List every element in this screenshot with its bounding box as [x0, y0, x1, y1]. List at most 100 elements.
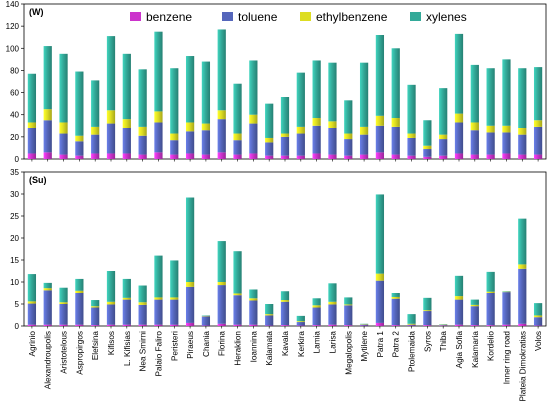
bar-ethylbenzene-w-16 — [280, 133, 290, 137]
bar-benzene-w-4 — [91, 153, 100, 159]
bar-xylenes-su-7 — [138, 285, 147, 303]
bar-toluene-su-15 — [265, 315, 274, 326]
bar-benzene-w-14 — [249, 153, 258, 159]
bar-xylenes-w-27 — [454, 33, 464, 114]
x-category-label: Chania — [202, 331, 211, 357]
bar-toluene-su-30 — [502, 292, 511, 325]
bar-benzene-w-22 — [375, 152, 385, 159]
bar-benzene-su-4 — [91, 325, 100, 326]
bar-ethylbenzene-su-22 — [375, 273, 385, 281]
bar-ethylbenzene-su-28 — [470, 304, 479, 307]
legend-label-benzene: benzene — [146, 10, 192, 24]
bar-benzene-w-28 — [470, 154, 479, 159]
bar-xylenes-w-18 — [312, 60, 321, 119]
bar-ethylbenzene-w-32 — [533, 120, 543, 127]
bar-toluene-w-16 — [280, 136, 290, 156]
y-tick-label: 100 — [6, 44, 20, 53]
bar-benzene-su-5 — [106, 324, 116, 326]
legend-label-xylenes: xylenes — [426, 10, 467, 24]
bar-ethylbenzene-w-11 — [201, 123, 211, 131]
bar-xylenes-su-16 — [280, 291, 290, 301]
legend-label-ethylbenzene: ethylbenzene — [316, 10, 388, 24]
bar-xylenes-w-24 — [407, 84, 416, 134]
y-tick-label: 35 — [10, 168, 19, 177]
bar-benzene-su-27 — [454, 324, 464, 326]
x-category-label: Ptolemaida — [408, 331, 417, 372]
bar-ethylbenzene-su-0 — [27, 301, 37, 304]
bar-xylenes-su-6 — [122, 278, 131, 298]
bar-xylenes-su-12 — [217, 241, 226, 282]
bar-toluene-w-25 — [423, 149, 432, 157]
bar-benzene-su-30 — [502, 324, 511, 326]
bar-xylenes-su-1 — [43, 282, 52, 289]
x-category-label: Kordelio — [487, 331, 496, 361]
x-category-label: Palaio Faliro — [154, 331, 163, 377]
bar-benzene-su-7 — [138, 324, 147, 326]
bar-ethylbenzene-w-19 — [328, 121, 337, 128]
bar-benzene-w-10 — [185, 153, 195, 159]
bar-toluene-su-8 — [154, 299, 163, 325]
bar-ethylbenzene-w-20 — [344, 133, 353, 140]
bar-ethylbenzene-w-5 — [106, 110, 116, 124]
bar-benzene-su-6 — [122, 324, 131, 326]
bar-toluene-su-22 — [375, 280, 385, 323]
bar-benzene-su-10 — [185, 322, 195, 326]
chart-panels: (W) 0 20 40 60 80 100 120 140 (Su) 0 5 10 15 20 25 30 35 — [6, 0, 547, 331]
bar-ethylbenzene-su-9 — [170, 297, 179, 300]
bar-toluene-w-31 — [518, 134, 527, 155]
bar-toluene-w-8 — [154, 122, 163, 153]
bar-xylenes-su-0 — [27, 274, 37, 302]
bar-ethylbenzene-w-22 — [375, 115, 385, 126]
bar-benzene-su-0 — [27, 324, 37, 326]
bar-toluene-su-25 — [423, 311, 432, 326]
bar-ethylbenzene-w-2 — [59, 122, 68, 134]
bar-xylenes-w-10 — [185, 56, 195, 123]
x-category-label: Agia Sofia — [455, 331, 464, 369]
bar-xylenes-su-32 — [533, 303, 543, 316]
bar-ethylbenzene-su-16 — [280, 300, 290, 302]
bar-benzene-w-25 — [423, 156, 432, 159]
bar-benzene-w-11 — [201, 154, 211, 159]
legend-swatch-benzene — [130, 12, 141, 21]
y-tick-label: 20 — [10, 133, 19, 142]
bar-toluene-w-24 — [407, 137, 416, 156]
bar-benzene-w-30 — [502, 153, 511, 159]
bar-ethylbenzene-su-14 — [249, 298, 258, 301]
x-category-label: Aspropirgos — [75, 331, 84, 375]
bar-benzene-w-16 — [280, 155, 290, 159]
bar-xylenes-w-5 — [106, 36, 116, 111]
bar-toluene-w-22 — [375, 125, 385, 153]
bar-toluene-w-15 — [265, 142, 274, 156]
bar-ethylbenzene-w-17 — [296, 126, 305, 134]
bar-xylenes-w-12 — [217, 29, 226, 111]
bar-benzene-su-19 — [328, 324, 337, 326]
x-category-label: Peristeri — [170, 331, 179, 361]
x-category-label: Heraklion — [234, 331, 243, 366]
bar-ethylbenzene-w-13 — [233, 133, 242, 141]
bar-xylenes-su-22 — [375, 194, 385, 274]
bar-toluene-su-3 — [75, 293, 84, 325]
bar-ethylbenzene-w-31 — [518, 128, 527, 135]
x-category-label: Lamia — [313, 331, 322, 354]
bar-toluene-w-4 — [91, 134, 100, 154]
x-category-label: Larisa — [328, 331, 337, 354]
bar-ethylbenzene-su-27 — [454, 296, 464, 300]
x-category-label: Patra 1 — [376, 331, 385, 358]
bar-toluene-w-26 — [439, 139, 448, 156]
bar-xylenes-w-29 — [486, 68, 495, 126]
bar-benzene-su-22 — [375, 322, 385, 326]
x-category-label: Piraeus — [186, 331, 195, 359]
bar-benzene-su-18 — [312, 325, 321, 326]
bar-ethylbenzene-w-3 — [75, 135, 84, 142]
x-category-label: Alexandroupolis — [44, 331, 53, 389]
bar-toluene-su-19 — [328, 304, 337, 325]
bar-ethylbenzene-w-30 — [502, 125, 511, 133]
bar-xylenes-su-2 — [59, 287, 68, 303]
bar-ethylbenzene-w-29 — [486, 125, 495, 133]
bar-toluene-su-28 — [470, 306, 479, 326]
legend-item-xylenes: xylenes — [410, 10, 467, 24]
bar-toluene-su-5 — [106, 304, 116, 325]
bar-benzene-w-32 — [533, 154, 543, 159]
bar-benzene-w-9 — [170, 154, 179, 159]
bar-ethylbenzene-su-29 — [486, 291, 495, 293]
